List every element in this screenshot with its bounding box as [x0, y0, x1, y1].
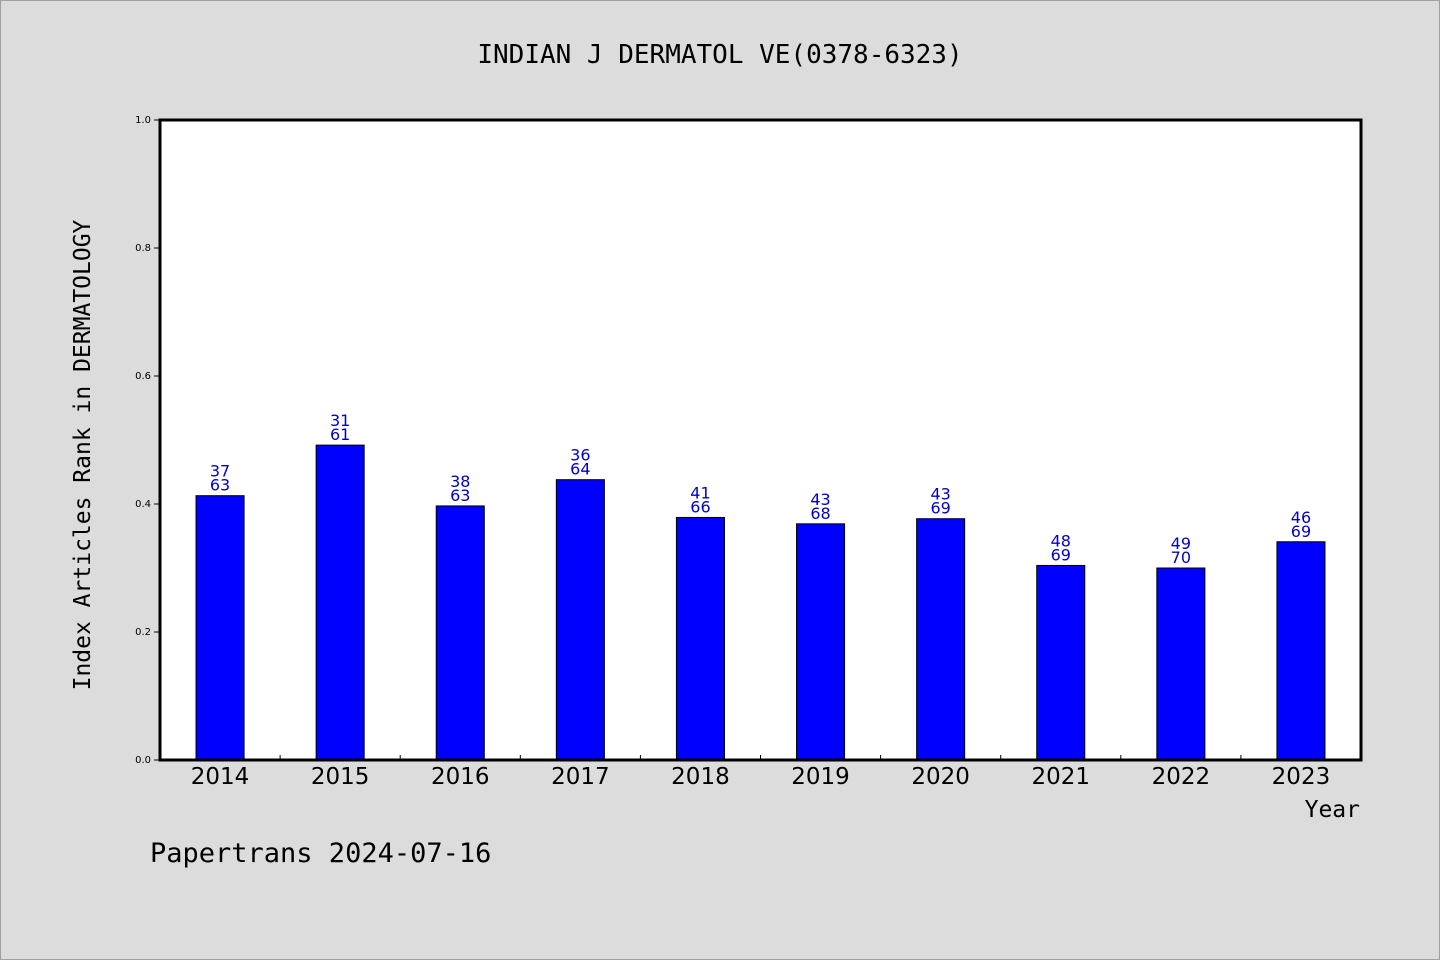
y-tick-label: 1.0 — [135, 115, 151, 126]
bar — [195, 495, 245, 761]
bar-label-top: 46 — [1291, 508, 1311, 527]
x-tick-label: 2023 — [1272, 764, 1331, 790]
bar — [1276, 541, 1326, 761]
bar-label-bottom: 70 — [1171, 548, 1191, 567]
bar-label-bottom: 69 — [1291, 522, 1311, 541]
y-tick-label: 0.6 — [135, 371, 151, 382]
bar-label-bottom: 69 — [930, 499, 950, 518]
bar — [1156, 567, 1206, 761]
x-tick-label: 2022 — [1152, 764, 1211, 790]
bar-label-bottom: 63 — [450, 486, 470, 505]
bar — [916, 518, 966, 761]
bar — [315, 444, 365, 761]
y-tick-label: 0.4 — [135, 499, 151, 510]
x-axis-label: Year — [1305, 797, 1360, 823]
bar-label-top: 48 — [1051, 531, 1071, 550]
bar-label-bottom: 64 — [570, 460, 590, 479]
footer-credit: Papertrans 2024-07-16 — [150, 838, 491, 869]
bar — [796, 523, 846, 761]
bar-label-bottom: 68 — [810, 504, 830, 523]
y-tick-label: 0.8 — [135, 243, 151, 254]
x-tick-label: 2017 — [551, 764, 610, 790]
bar-label-top: 43 — [930, 485, 950, 504]
x-tick-label: 2020 — [911, 764, 970, 790]
bar-label-bottom: 61 — [330, 425, 350, 444]
y-tick-label: 0.2 — [135, 627, 151, 638]
x-tick-label: 2018 — [671, 764, 730, 790]
bar-label-top: 41 — [690, 483, 710, 502]
bar-label-top: 38 — [450, 472, 470, 491]
bar-label-top: 43 — [810, 490, 830, 509]
bar-label-top: 37 — [210, 462, 230, 481]
bar-label-bottom: 66 — [690, 497, 710, 516]
plot-area: 0.00.20.40.60.81.03763201431612015386320… — [135, 115, 1363, 790]
bar — [555, 479, 605, 761]
plot-frame — [158, 118, 1363, 762]
bar-label-top: 36 — [570, 446, 590, 465]
bar-label-bottom: 69 — [1051, 545, 1071, 564]
x-tick-label: 2016 — [431, 764, 490, 790]
bar — [1036, 564, 1086, 761]
x-tick-label: 2014 — [191, 764, 250, 790]
y-axis-label: Index Articles Rank in DERMATOLOGY — [70, 219, 96, 690]
x-tick-label: 2019 — [791, 764, 850, 790]
bar — [435, 505, 485, 761]
bar-label-bottom: 63 — [210, 476, 230, 495]
bar — [675, 516, 725, 761]
y-tick-label: 0.0 — [135, 755, 151, 766]
bar-label-top: 49 — [1171, 534, 1191, 553]
chart-title: INDIAN J DERMATOL VE(0378-6323) — [477, 40, 962, 70]
x-tick-label: 2015 — [311, 764, 370, 790]
bar-label-top: 31 — [330, 411, 350, 430]
x-tick-label: 2021 — [1031, 764, 1090, 790]
